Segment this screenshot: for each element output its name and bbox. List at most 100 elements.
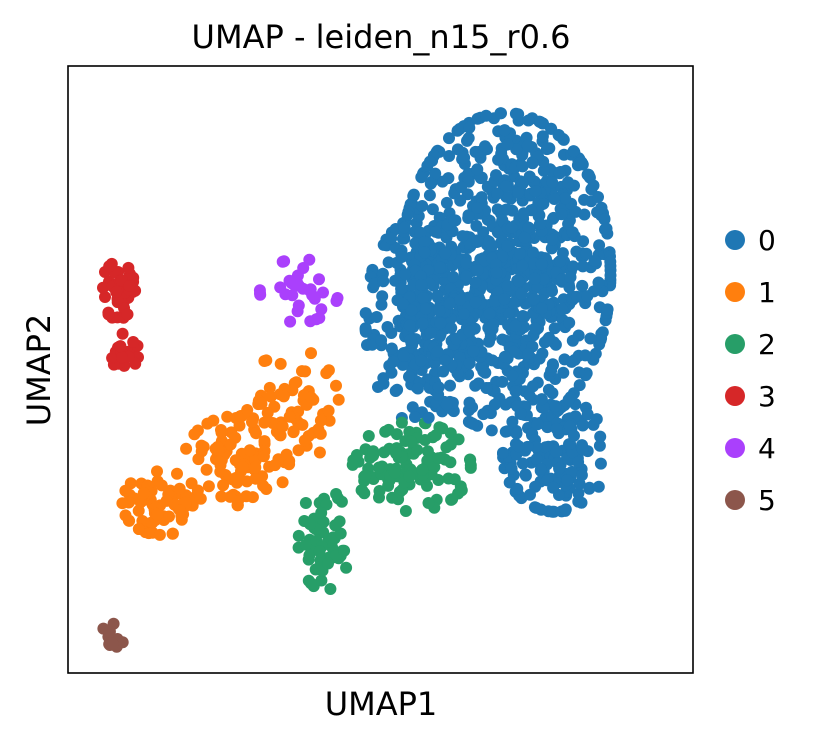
point-cluster-4: [283, 274, 296, 287]
point-cluster-1: [241, 404, 254, 416]
point-cluster-0: [522, 347, 535, 360]
point-cluster-2: [359, 469, 372, 482]
point-cluster-0: [559, 503, 572, 516]
legend-label-2: 2: [758, 328, 776, 361]
point-cluster-0: [501, 240, 514, 253]
point-cluster-0: [395, 251, 408, 263]
point-cluster-0: [429, 167, 442, 180]
point-cluster-0: [377, 377, 390, 390]
point-cluster-0: [511, 482, 524, 495]
point-cluster-3: [110, 286, 123, 298]
point-cluster-1: [134, 496, 147, 509]
point-cluster-0: [375, 334, 388, 347]
point-cluster-4: [284, 315, 297, 328]
point-cluster-1: [261, 406, 274, 419]
point-cluster-1: [280, 448, 293, 461]
legend-label-1: 1: [758, 276, 776, 309]
point-cluster-0: [576, 443, 589, 456]
point-cluster-4: [330, 295, 343, 307]
point-cluster-0: [401, 208, 414, 221]
point-cluster-2: [382, 423, 395, 436]
point-cluster-0: [578, 193, 591, 206]
point-cluster-0: [495, 147, 508, 160]
point-cluster-3: [116, 351, 128, 364]
point-cluster-0: [507, 296, 520, 309]
point-cluster-0: [512, 275, 525, 288]
point-cluster-0: [434, 317, 447, 330]
point-cluster-0: [445, 322, 458, 334]
point-cluster-0: [590, 413, 603, 426]
point-cluster-0: [439, 247, 452, 260]
point-cluster-2: [373, 491, 385, 504]
point-cluster-0: [417, 292, 430, 304]
point-cluster-1: [236, 461, 249, 473]
point-cluster-2: [362, 430, 375, 442]
point-cluster-0: [545, 364, 558, 377]
point-cluster-1: [215, 424, 227, 436]
point-cluster-0: [535, 393, 548, 406]
point-cluster-0: [519, 469, 532, 482]
point-cluster-0: [416, 200, 429, 212]
point-cluster-0: [416, 317, 429, 330]
point-cluster-0: [581, 408, 594, 421]
point-cluster-0: [477, 365, 490, 378]
point-cluster-0: [604, 269, 617, 282]
point-cluster-1: [171, 467, 183, 480]
point-cluster-0: [396, 358, 409, 371]
point-cluster-3: [97, 281, 109, 294]
point-cluster-0: [458, 151, 471, 164]
point-cluster-0: [470, 219, 483, 232]
point-cluster-1: [202, 480, 215, 493]
point-cluster-0: [537, 197, 550, 210]
point-cluster-2: [315, 506, 328, 519]
point-cluster-0: [414, 270, 427, 283]
point-cluster-0: [431, 345, 444, 358]
point-cluster-0: [488, 398, 501, 411]
point-cluster-0: [527, 380, 539, 393]
point-cluster-1: [211, 440, 224, 453]
point-cluster-0: [385, 232, 398, 245]
point-cluster-2: [324, 583, 337, 595]
point-cluster-0: [546, 233, 559, 246]
point-cluster-0: [405, 304, 418, 317]
point-cluster-0: [563, 316, 576, 329]
point-cluster-0: [573, 477, 586, 490]
point-cluster-1: [296, 418, 309, 431]
point-cluster-0: [399, 268, 412, 281]
point-cluster-0: [564, 271, 577, 284]
point-cluster-0: [516, 310, 529, 322]
point-cluster-0: [600, 222, 613, 235]
point-cluster-0: [489, 295, 501, 308]
point-cluster-1: [180, 442, 193, 455]
point-cluster-5: [106, 637, 119, 650]
point-cluster-0: [506, 369, 519, 382]
point-cluster-0: [568, 429, 580, 442]
point-cluster-0: [537, 164, 550, 177]
point-cluster-1: [174, 504, 186, 517]
point-cluster-0: [566, 334, 579, 347]
point-cluster-0: [501, 279, 514, 292]
point-cluster-0: [510, 427, 523, 440]
point-cluster-0: [563, 420, 576, 433]
point-cluster-0: [576, 279, 589, 292]
point-cluster-1: [197, 440, 210, 453]
point-cluster-0: [581, 290, 594, 303]
point-cluster-1: [322, 404, 335, 417]
point-cluster-2: [304, 577, 317, 590]
point-cluster-0: [562, 176, 574, 189]
point-cluster-0: [422, 411, 435, 424]
point-cluster-0: [517, 207, 530, 220]
point-cluster-0: [462, 132, 475, 145]
point-cluster-4: [310, 313, 323, 326]
point-cluster-0: [469, 296, 482, 309]
point-cluster-0: [469, 276, 482, 289]
point-cluster-0: [418, 236, 431, 248]
point-cluster-1: [264, 390, 277, 403]
point-cluster-1: [305, 347, 317, 360]
point-cluster-1: [221, 410, 234, 423]
point-cluster-4: [317, 286, 329, 299]
point-cluster-4: [306, 289, 319, 302]
point-cluster-2: [367, 449, 380, 462]
point-cluster-1: [332, 393, 345, 406]
